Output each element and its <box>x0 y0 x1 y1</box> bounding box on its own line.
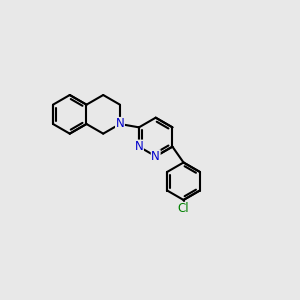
Text: N: N <box>116 118 124 130</box>
Text: Cl: Cl <box>178 202 189 215</box>
Text: N: N <box>151 150 160 163</box>
Text: N: N <box>135 140 143 153</box>
